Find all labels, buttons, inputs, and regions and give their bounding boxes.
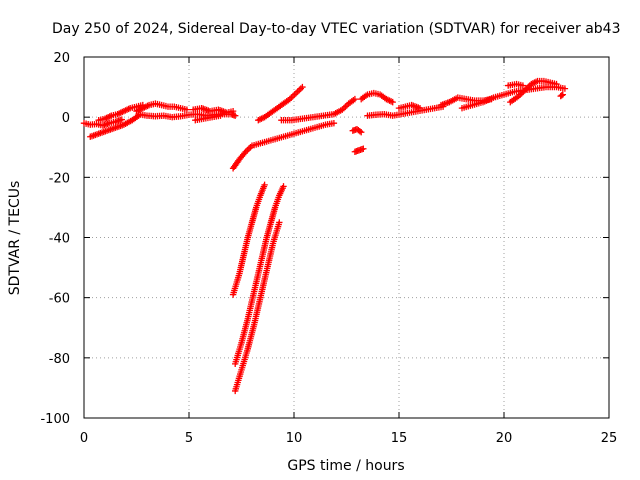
plot-frame: [83, 56, 610, 419]
chart-title: Day 250 of 2024, Sidereal Day-to-day VTE…: [52, 21, 621, 37]
data-point: [297, 85, 305, 92]
series-track-u: [507, 77, 560, 106]
data-point: [559, 91, 566, 98]
data-points: [80, 77, 569, 395]
x-tick-label: 0: [80, 431, 88, 446]
x-tick-label: 5: [185, 431, 193, 446]
series-track-f: [190, 104, 237, 116]
y-axis-label: SDTVAR / TECUs: [7, 181, 23, 296]
series-track-l: [255, 83, 306, 124]
data-point: [416, 104, 424, 112]
series-track-w: [557, 91, 566, 100]
series-track-a: [80, 116, 125, 129]
data-point: [280, 183, 287, 190]
series-track-o: [351, 145, 367, 155]
data-point: [299, 83, 306, 91]
data-point: [276, 219, 283, 226]
data-point: [389, 98, 396, 106]
series-track-h: [229, 181, 268, 298]
data-point: [232, 112, 239, 119]
data-point: [360, 145, 367, 152]
y-tick-label: 0: [62, 111, 70, 126]
axis-ticks: 0 5 10 15 20 25 20 0 -20 -40 -60 -80 -100: [40, 51, 617, 446]
data-point: [519, 82, 527, 89]
data-point: [558, 92, 565, 99]
x-tick-label: 10: [286, 431, 303, 446]
x-tick-label: 20: [496, 431, 513, 446]
data-point: [342, 103, 349, 110]
y-tick-label: -100: [40, 412, 70, 427]
data-point: [330, 119, 338, 127]
data-point: [531, 79, 538, 86]
data-point: [183, 106, 191, 113]
series-track-q: [364, 103, 447, 119]
y-tick-label: -40: [49, 232, 70, 247]
series-track-n: [349, 126, 365, 136]
series-track-b: [87, 112, 142, 140]
data-point: [356, 128, 363, 135]
data-point: [245, 145, 253, 152]
series-track-k: [229, 119, 338, 172]
series-track-i: [232, 219, 283, 395]
data-point: [217, 112, 224, 119]
data-point: [261, 181, 268, 189]
data-point: [292, 89, 300, 97]
y-tick-label: 20: [53, 51, 70, 66]
series-track-p: [358, 89, 396, 106]
data-point: [229, 107, 237, 115]
series-track-d: [133, 100, 191, 115]
x-tick-label: 25: [601, 431, 618, 446]
data-point: [296, 86, 303, 94]
data-point: [289, 92, 297, 100]
series-track-g: [192, 112, 224, 124]
series-track-r: [395, 101, 424, 112]
data-point: [291, 91, 298, 98]
grid-lines: [84, 57, 609, 418]
series-track-j: [232, 183, 287, 368]
data-point: [118, 116, 125, 123]
series-track-v: [505, 80, 527, 89]
data-point: [351, 95, 359, 103]
y-tick-label: -60: [49, 292, 70, 307]
data-point: [358, 129, 365, 136]
x-tick-label: 15: [391, 431, 408, 446]
data-point: [294, 88, 301, 95]
data-point: [561, 85, 569, 92]
y-tick-label: -20: [49, 171, 70, 186]
series-track-m: [278, 95, 359, 124]
y-tick-label: -80: [49, 352, 70, 367]
x-axis-label: GPS time / hours: [287, 458, 404, 474]
data-point: [553, 80, 560, 88]
